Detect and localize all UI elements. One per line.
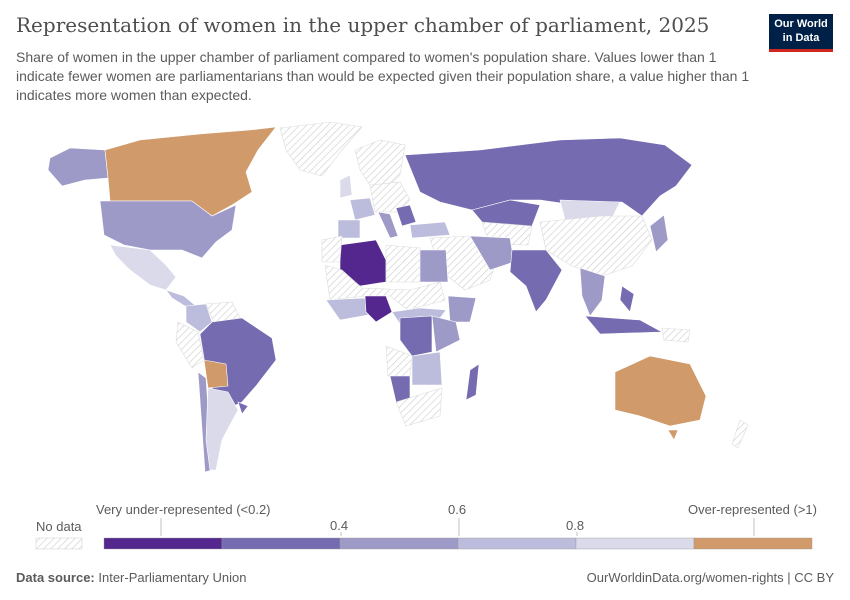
country-libya[interactable]	[385, 244, 421, 283]
country-usa[interactable]	[99, 200, 237, 259]
country-france[interactable]	[349, 197, 376, 221]
country-east-africa[interactable]	[431, 315, 461, 353]
country-egypt[interactable]	[419, 249, 449, 283]
country-png[interactable]	[661, 327, 691, 343]
country-new-zealand[interactable]	[731, 419, 749, 449]
country-philippines[interactable]	[619, 285, 635, 313]
legend-no-data-swatch	[35, 537, 83, 550]
legend-bin[interactable]	[103, 537, 223, 550]
source-label: Data source:	[16, 570, 95, 585]
country-bolivia[interactable]	[203, 359, 229, 389]
legend-high-label: Over-represented (>1)	[688, 502, 817, 517]
country-uruguay[interactable]	[237, 401, 249, 415]
country-indonesia[interactable]	[584, 315, 664, 335]
country-india[interactable]	[509, 249, 563, 313]
country-russia[interactable]	[404, 137, 693, 217]
legend-no-data-label: No data	[36, 519, 82, 534]
legend-low-label: Very under-represented (<0.2)	[96, 502, 271, 517]
logo-line2: in Data	[782, 32, 820, 44]
country-greenland[interactable]	[279, 121, 363, 177]
logo-line1: Our World	[774, 18, 828, 30]
country-namibia[interactable]	[389, 375, 411, 403]
country-italy[interactable]	[377, 211, 399, 239]
legend-bin[interactable]	[339, 537, 459, 550]
country-australia[interactable]	[614, 355, 707, 427]
world-map[interactable]	[0, 110, 850, 500]
country-south-africa[interactable]	[395, 387, 443, 427]
legend-tick-08-label: 0.8	[566, 518, 585, 533]
country-southeast-asia[interactable]	[579, 267, 606, 317]
country-turkey[interactable]	[409, 221, 451, 239]
country-southern-africa[interactable]	[411, 351, 443, 386]
legend-bin[interactable]	[457, 537, 577, 550]
legend-tick-04-label: 0.4	[330, 518, 349, 533]
legend-bin[interactable]	[221, 537, 341, 550]
data-source: Data source: Inter-Parliamentary Union	[16, 570, 247, 586]
subtitle: Share of women in the upper chamber of p…	[16, 49, 750, 103]
country-tasmania[interactable]	[667, 429, 679, 441]
footer-url[interactable]: OurWorldinData.org/women-rights | CC BY	[586, 570, 834, 585]
country-alaska[interactable]	[47, 147, 109, 187]
source-value[interactable]: Inter-Parliamentary Union	[98, 570, 247, 585]
country-spain[interactable]	[337, 219, 361, 239]
country-sahel[interactable]	[324, 264, 446, 311]
country-nigeria[interactable]	[364, 295, 393, 323]
page-title: Representation of women in the upper cha…	[16, 13, 710, 37]
country-argentina[interactable]	[205, 387, 239, 471]
country-west-africa[interactable]	[325, 297, 369, 321]
legend-bin[interactable]	[575, 537, 695, 550]
country-uk[interactable]	[339, 174, 353, 199]
legend	[35, 518, 813, 550]
country-china[interactable]	[539, 215, 653, 277]
country-peru[interactable]	[175, 321, 205, 369]
country-colombia[interactable]	[185, 303, 213, 333]
country-japan[interactable]	[649, 214, 669, 253]
owid-logo[interactable]: Our World in Data	[769, 14, 833, 52]
country-mexico[interactable]	[109, 244, 177, 291]
legend-tick-06-label: 0.6	[448, 502, 467, 517]
country-ethiopia[interactable]	[447, 295, 477, 323]
country-morocco[interactable]	[321, 235, 343, 263]
country-madagascar[interactable]	[465, 363, 480, 401]
country-drc[interactable]	[399, 315, 433, 357]
legend-bin[interactable]	[693, 537, 813, 550]
country-balkans[interactable]	[395, 204, 417, 227]
